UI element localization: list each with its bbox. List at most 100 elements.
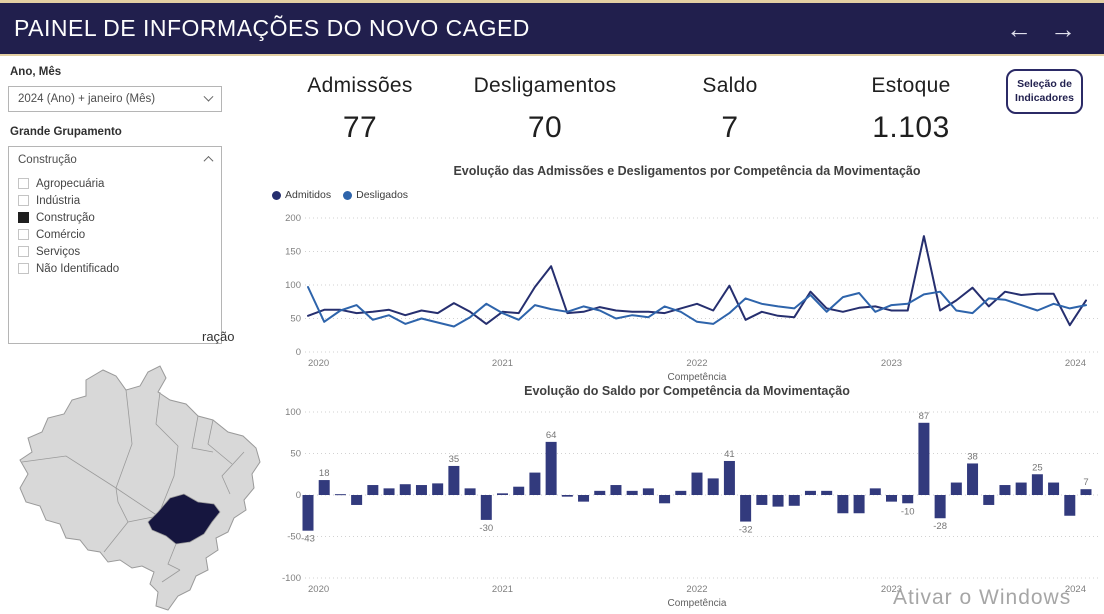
saldo-bar[interactable] xyxy=(804,490,816,495)
line-chart-title: Evolução das Admissões e Desligamentos p… xyxy=(453,164,921,178)
svg-text:2020: 2020 xyxy=(308,584,329,595)
svg-text:2023: 2023 xyxy=(881,584,902,595)
chevron-down-icon xyxy=(203,91,214,102)
saldo-bar[interactable] xyxy=(934,495,946,519)
saldo-bar[interactable] xyxy=(1080,489,1092,495)
kpi-saldo-value: 7 xyxy=(721,111,739,144)
saldo-bar[interactable] xyxy=(545,441,557,495)
checkbox-unchecked[interactable] xyxy=(18,229,29,240)
saldo-bar[interactable] xyxy=(1015,482,1027,495)
saldo-bar[interactable] xyxy=(415,485,427,495)
saldo-bar[interactable] xyxy=(513,486,525,495)
checkbox-checked[interactable] xyxy=(18,212,29,223)
grupamento-option-4[interactable]: Serviços xyxy=(9,243,221,260)
header-navigation: ← → xyxy=(1006,3,1076,54)
saldo-bar[interactable] xyxy=(756,495,768,505)
saldo-bar[interactable] xyxy=(480,495,492,520)
saldo-bar[interactable] xyxy=(1064,495,1076,516)
line-chart-legend: Admitidos Desligados xyxy=(272,189,408,201)
saldo-bar[interactable] xyxy=(902,495,914,504)
kpi-admissoes-value: 77 xyxy=(342,111,378,144)
saldo-bar[interactable] xyxy=(383,488,395,495)
saldo-bar[interactable] xyxy=(950,482,962,495)
saldo-bar[interactable] xyxy=(659,495,671,504)
saldo-bar[interactable] xyxy=(302,495,314,531)
saldo-bar[interactable] xyxy=(399,484,411,495)
saldo-bar[interactable] xyxy=(772,495,784,507)
saldo-bar[interactable] xyxy=(723,460,735,495)
saldo-bar[interactable] xyxy=(983,495,995,505)
chevron-up-icon xyxy=(203,155,214,166)
saldo-bar[interactable] xyxy=(464,488,476,495)
saldo-bar[interactable] xyxy=(999,485,1011,495)
svg-text:2021: 2021 xyxy=(492,358,513,369)
legend-item-admitidos[interactable]: Admitidos xyxy=(272,189,331,201)
checkbox-unchecked[interactable] xyxy=(18,246,29,257)
saldo-bar[interactable] xyxy=(561,495,573,497)
saldo-bar[interactable] xyxy=(821,490,833,495)
saldo-bar[interactable] xyxy=(675,490,687,495)
desligados-line[interactable] xyxy=(307,286,1087,328)
saldo-bar[interactable] xyxy=(367,485,379,495)
saldo-bar[interactable] xyxy=(869,488,881,495)
saldo-bar[interactable] xyxy=(642,488,654,495)
saldo-bar[interactable] xyxy=(334,494,346,496)
saldo-bar[interactable] xyxy=(318,480,330,495)
saldo-bar[interactable] xyxy=(707,478,719,495)
bar-data-label: 41 xyxy=(724,449,735,460)
checkbox-unchecked[interactable] xyxy=(18,195,29,206)
saldo-bar[interactable] xyxy=(837,495,849,514)
brazil-map[interactable] xyxy=(8,352,266,614)
grupamento-option-5[interactable]: Não Identificado xyxy=(9,260,221,277)
kpi-desligamentos-value: 70 xyxy=(527,111,563,144)
saldo-bar[interactable] xyxy=(610,485,622,495)
bar-data-label: 35 xyxy=(449,454,460,465)
grupamento-option-2[interactable]: Construção xyxy=(9,209,221,226)
saldo-bar[interactable] xyxy=(853,495,865,514)
saldo-bar[interactable] xyxy=(740,495,752,522)
saldo-bar[interactable] xyxy=(594,490,606,495)
bar-data-label: 18 xyxy=(319,468,330,479)
saldo-bar[interactable] xyxy=(1048,482,1060,495)
kpi-estoque-value: 1.103 xyxy=(872,111,950,144)
saldo-bar[interactable] xyxy=(529,472,541,495)
nav-back-arrow-icon[interactable]: ← xyxy=(1006,13,1032,44)
grande-grupamento-value: Construção xyxy=(18,153,77,166)
grupamento-option-0[interactable]: Agropecuária xyxy=(9,175,221,192)
checkbox-unchecked[interactable] xyxy=(18,178,29,189)
grande-grupamento-dropdown[interactable]: Construção xyxy=(9,147,221,172)
saldo-bar[interactable] xyxy=(448,465,460,495)
option-label: Não Identificado xyxy=(36,262,120,275)
obscured-title-fragment: ração xyxy=(202,329,235,344)
saldo-bar-chart-card: Evolução do Saldo por Competência da Mov… xyxy=(270,382,1104,614)
bar-data-label: -43 xyxy=(301,534,315,545)
saldo-bar[interactable] xyxy=(351,495,363,505)
saldo-bar[interactable] xyxy=(788,495,800,506)
svg-text:2022: 2022 xyxy=(686,584,707,595)
saldo-bar[interactable] xyxy=(432,483,444,495)
saldo-bar[interactable] xyxy=(691,472,703,495)
saldo-bar[interactable] xyxy=(578,495,590,502)
state-minas-gerais-highlighted[interactable] xyxy=(147,493,221,545)
grupamento-option-3[interactable]: Comércio xyxy=(9,226,221,243)
ano-mes-dropdown[interactable]: 2024 (Ano) + janeiro (Mês) xyxy=(8,86,222,112)
admissions-dismissals-line-plot[interactable]: 0 50 100 150 200 2020 2021 2022 2023 2024 Competên… xyxy=(270,204,1104,384)
desligados-legend-label: Desligados xyxy=(356,189,409,201)
checkbox-unchecked[interactable] xyxy=(18,263,29,274)
admitidos-line[interactable] xyxy=(307,235,1087,327)
saldo-bar[interactable] xyxy=(497,493,508,495)
saldo-bar[interactable] xyxy=(918,422,930,495)
selecao-button-line1: Seleção de xyxy=(1017,78,1072,91)
selecao-de-indicadores-button[interactable]: Seleção de Indicadores xyxy=(1006,69,1083,114)
saldo-bar[interactable] xyxy=(886,495,897,502)
saldo-bar-plot[interactable]: -100 -50 0 50 100 2020 2021 2022 2023 2024 Competê… xyxy=(270,402,1104,614)
brazil-outline[interactable] xyxy=(19,365,261,611)
saldo-bar[interactable] xyxy=(626,490,638,495)
grupamento-option-1[interactable]: Indústria xyxy=(9,192,221,209)
saldo-bar[interactable] xyxy=(1031,474,1043,495)
saldo-bar[interactable] xyxy=(967,463,979,495)
state-borders xyxy=(21,389,245,583)
legend-item-desligados[interactable]: Desligados xyxy=(343,189,408,201)
nav-forward-arrow-icon[interactable]: → xyxy=(1050,13,1076,44)
